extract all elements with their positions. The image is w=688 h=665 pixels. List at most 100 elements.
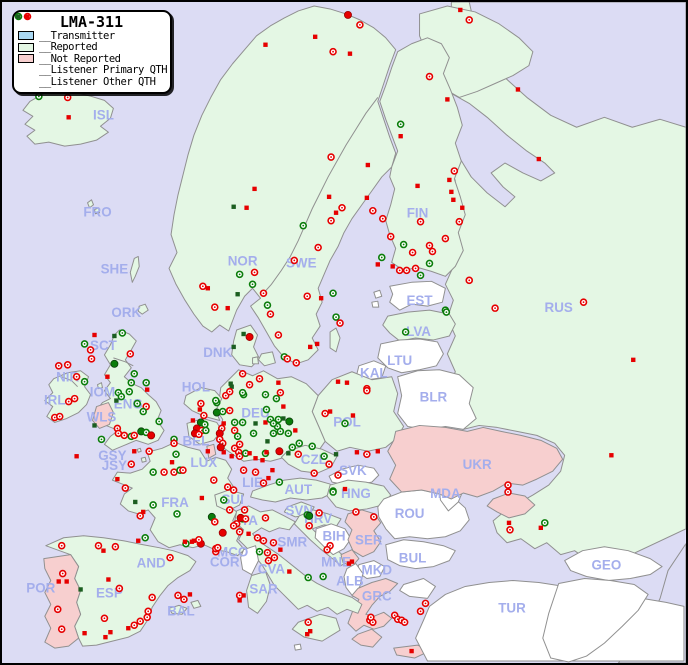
green-other-qth-marker xyxy=(229,384,234,389)
red-primary-qth-marker xyxy=(111,542,120,551)
red-primary-qth-marker xyxy=(290,256,299,265)
red-other-qth-marker xyxy=(244,205,249,210)
red-other-qth-marker xyxy=(538,525,543,531)
red-other-qth-marker xyxy=(197,407,203,412)
red-primary-qth-marker xyxy=(356,21,364,29)
red-primary-qth-marker xyxy=(210,476,218,484)
green-primary-qth-marker xyxy=(149,468,157,476)
red-primary-qth-marker xyxy=(261,514,270,522)
red-primary-qth-marker xyxy=(274,331,283,339)
country-label-BLR: BLR xyxy=(420,390,448,405)
red-other-qth-marker xyxy=(169,460,175,465)
red-other-qth-marker xyxy=(346,561,352,566)
red-primary-qth-marker xyxy=(144,607,152,616)
red-other-qth-marker xyxy=(308,344,313,350)
red-other-qth-marker xyxy=(293,428,298,433)
red-primary-qth-marker xyxy=(239,466,248,474)
country-label-ALB: ALB xyxy=(336,573,364,588)
country-label-BEL: BEL xyxy=(182,433,209,448)
green-other-qth-marker xyxy=(78,587,83,592)
red-primary-qth-marker xyxy=(334,471,342,479)
country-sardinia xyxy=(246,571,271,614)
green-other-qth-marker xyxy=(253,421,258,426)
red-other-qth-marker xyxy=(141,509,146,515)
green-primary-qth-marker xyxy=(308,442,316,451)
green-other-qth-marker xyxy=(265,439,270,444)
green-primary-qth-marker xyxy=(442,308,451,316)
red-other-qth-marker xyxy=(105,374,110,379)
red-primary-qth-marker xyxy=(421,599,430,608)
red-other-qth-marker xyxy=(115,476,120,482)
red-primary-qth-marker xyxy=(72,372,81,381)
red-primary-qth-marker xyxy=(211,518,219,526)
green-primary-qth-marker xyxy=(218,407,227,416)
green-primary-qth-marker xyxy=(269,419,278,428)
green-primary-qth-marker xyxy=(139,407,147,416)
red-other-qth-marker xyxy=(106,577,111,582)
red-primary-qth-marker xyxy=(148,593,156,602)
country-portugal xyxy=(43,554,82,649)
red-primary-qth-marker xyxy=(323,545,331,554)
red-primary-qth-marker xyxy=(245,380,254,389)
red-filled-marker xyxy=(275,447,284,456)
country-label-GRC: GRC xyxy=(362,588,392,603)
green-primary-qth-marker xyxy=(329,289,337,298)
country-peloponnese xyxy=(351,628,383,648)
red-other-qth-marker xyxy=(354,450,360,455)
country-armenia xyxy=(542,578,649,663)
green-primary-qth-marker xyxy=(275,478,284,486)
green-filled-marker xyxy=(305,511,314,520)
red-other-qth-marker xyxy=(252,186,257,192)
red-other-qth-marker xyxy=(449,189,454,195)
country-label-IRL: IRL xyxy=(44,393,66,408)
red-other-qth-marker xyxy=(132,449,137,454)
green-primary-qth-marker xyxy=(238,388,247,397)
red-primary-qth-marker xyxy=(363,386,371,395)
legend-label: __Listener Other QTH xyxy=(39,75,156,88)
red-primary-qth-marker xyxy=(450,167,459,175)
red-other-qth-marker xyxy=(347,51,353,56)
country-label-HNG: HNG xyxy=(341,486,371,501)
red-primary-qth-marker xyxy=(269,538,278,547)
red-other-qth-marker xyxy=(335,379,341,384)
country-label-POR: POR xyxy=(26,580,55,595)
red-primary-qth-marker xyxy=(425,72,434,81)
green-primary-qth-marker xyxy=(80,340,89,348)
country-label-LTU: LTU xyxy=(387,353,412,368)
red-primary-qth-marker xyxy=(130,431,139,440)
red-primary-qth-marker xyxy=(145,447,153,456)
red-other-qth-marker xyxy=(375,449,380,454)
green-primary-qth-marker xyxy=(304,573,312,582)
country-thrace xyxy=(399,578,436,599)
red-filled-marker xyxy=(147,431,156,440)
green-primary-qth-marker xyxy=(149,501,157,509)
red-other-qth-marker xyxy=(451,197,456,202)
red-primary-qth-marker xyxy=(53,605,62,614)
red-primary-qth-marker xyxy=(199,282,207,291)
legend-item-2: __Not Reported xyxy=(18,53,165,65)
red-other-qth-marker xyxy=(350,413,356,418)
green-primary-qth-marker xyxy=(399,240,408,249)
green-primary-qth-marker xyxy=(202,426,210,435)
country-balearic1 xyxy=(168,604,188,615)
red-primary-qth-marker xyxy=(411,264,420,273)
red-primary-qth-marker xyxy=(197,399,205,408)
country-label-FRA: FRA xyxy=(161,495,189,510)
red-primary-qth-marker xyxy=(86,346,95,354)
red-primary-qth-marker xyxy=(55,412,64,421)
country-label-MDA: MDA xyxy=(430,486,461,501)
red-other-qth-marker xyxy=(263,420,268,425)
red-primary-qth-marker xyxy=(229,486,238,494)
country-label-MNE: MNE xyxy=(321,555,351,570)
legend-swatch-transmitter xyxy=(18,31,34,41)
legend-box: LMA-311 __Transmitter __Reported __Not Rep… xyxy=(12,10,172,94)
green-primary-qth-marker xyxy=(80,377,89,386)
red-other-qth-marker xyxy=(225,305,230,311)
red-other-qth-marker xyxy=(415,183,420,189)
green-other-qth-marker xyxy=(235,292,240,297)
red-primary-qth-marker xyxy=(225,387,234,396)
red-other-qth-marker xyxy=(253,456,258,461)
red-other-qth-marker xyxy=(260,458,265,463)
red-other-qth-marker xyxy=(205,449,211,454)
